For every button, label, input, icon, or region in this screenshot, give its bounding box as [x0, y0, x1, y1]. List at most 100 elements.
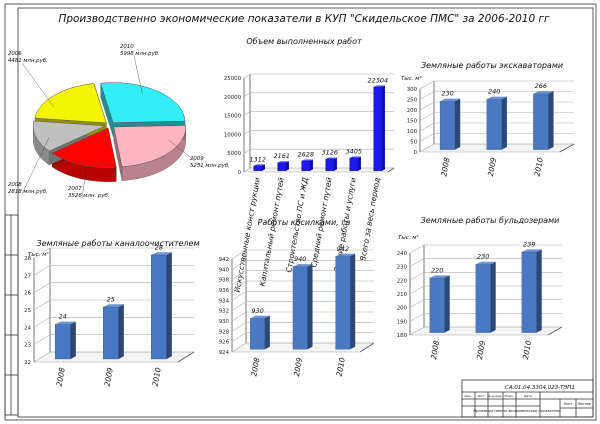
y-tick-label: 0 [238, 170, 242, 176]
sheet-inner-frame [17, 7, 594, 418]
grid-diag [33, 299, 51, 311]
data-label-Строительство ПС и ЖД: 2628 [298, 150, 315, 158]
pie-label-2010-1: 5998 млн.руб. [120, 51, 160, 57]
bar-2008 [250, 318, 265, 350]
data-label-2009: 25 [107, 295, 115, 303]
y-tick-label: 926 [219, 340, 230, 346]
y-tick-label: 50 [410, 140, 417, 146]
bar-2008 [54, 324, 71, 360]
y-tick-label: 300 [407, 87, 418, 93]
pie-label-2007-1: 3526 млн. руб. [68, 193, 110, 199]
chart-title: Работы косилками, га [258, 218, 351, 227]
bar-side-Прочие работы и услуги [358, 156, 361, 171]
bar-2009 [486, 99, 502, 150]
y-tick-label: 924 [219, 350, 230, 356]
x-axis-end [547, 326, 563, 336]
bar-side-2010 [166, 252, 172, 359]
bar-side-Всего за весь период [382, 85, 385, 171]
y-tick-label: 25 [24, 308, 31, 314]
grid-diag [231, 301, 247, 311]
bar-top-Средний ремонт путей [325, 157, 337, 160]
x-label-2008: 2008 [249, 357, 261, 378]
pie-label-2008-0: 2008 [8, 182, 22, 188]
bar-top-2008 [429, 275, 450, 278]
stamp-name: Производственно-экономические показатели [474, 409, 562, 413]
grid-diag [419, 112, 435, 121]
bar-top-2010 [151, 252, 172, 255]
bar-top-2008 [440, 98, 461, 102]
bar-side-2009 [490, 261, 496, 333]
bar-side-Искусственные конст рукции [262, 164, 265, 171]
y-tick-label: 23 [24, 343, 31, 349]
volume-bar-chart: 0 5000 10000 15000 20000 25000 1312 Искусственн… [224, 37, 395, 293]
mowing-chart: 924 926 928 930 932 934 936 938 940 942 930 2008 940… [219, 218, 375, 378]
data-label-Капитальный ремонт путей: 2161 [274, 152, 291, 160]
bar-Капитальный ремонт путей [277, 162, 287, 171]
grid-diag [231, 280, 247, 291]
x-label-2008: 2008 [55, 367, 67, 388]
bar-2010 [150, 254, 167, 360]
grid-diag [33, 334, 51, 345]
stamp-col-1: Лист [477, 394, 485, 398]
y-tick-label: 940 [219, 267, 230, 273]
grid-diag [419, 133, 435, 142]
bar-top-Капитальный ремонт путей [277, 161, 289, 163]
y-tick-label: 934 [219, 298, 230, 304]
y-tick-label: 26 [24, 291, 31, 297]
x-label-2008: 2008 [439, 157, 451, 178]
data-label-2010: 942 [337, 245, 349, 253]
bar-top-2010 [521, 249, 542, 252]
x-axis-end [559, 143, 575, 153]
y-tick-label: 0 [414, 150, 418, 156]
unit-label: Тыс. м³ [28, 251, 49, 258]
trench-cleaner-chart: 22 23 24 25 26 27 28 24 2008 25 2009 28 2010 Земляные… [24, 239, 199, 387]
bar-side-2009 [118, 304, 124, 359]
grid-diag [409, 285, 425, 295]
bar-top-Всего за весь период [373, 85, 385, 87]
y-tick-label: 20000 [224, 95, 242, 101]
data-label-Всего за весь период: 22304 [367, 76, 388, 84]
grid-diag [243, 111, 251, 116]
y-tick-label: 250 [407, 98, 418, 104]
bar-top-2009 [486, 96, 507, 100]
grid-diag [231, 260, 247, 270]
bar-side-Средний ремонт путей [334, 157, 337, 171]
y-tick-label: 180 [397, 333, 408, 339]
x-label-2009: 2009 [103, 367, 115, 388]
grid-diag [33, 282, 51, 293]
bar-side-2008 [264, 315, 270, 350]
y-tick-label: 190 [397, 319, 408, 325]
title-block: СА.01.04.3304.023-ТЭП1 Изм. Лист № докум… [461, 379, 594, 418]
grid-diag [231, 342, 247, 353]
grid-diag [231, 322, 247, 332]
grid-diag [409, 244, 425, 254]
bar-2010 [335, 256, 351, 350]
data-label-2010: 266 [535, 82, 547, 90]
stamp-sheets: Листов [577, 402, 590, 406]
data-label-2010: 239 [523, 240, 535, 248]
data-label-2008: 220 [431, 266, 443, 274]
pie-leader-2007 [81, 158, 89, 199]
y-tick-label: 220 [397, 278, 408, 284]
x-label-2010: 2010 [151, 367, 163, 388]
pie-label-2008-1: 2818 млн.руб. [8, 189, 48, 195]
stamp-col-4: Дата [524, 394, 532, 398]
x-label-2008: 2008 [429, 340, 441, 361]
chart-title: Земляные работы бульдозерами [421, 216, 560, 225]
bar-side-2009 [307, 264, 313, 350]
bar-2009 [475, 264, 491, 333]
x-label-Искусственные конст рукции: Искусственные конст рукции [233, 177, 262, 293]
data-label-Средний ремонт путей: 3126 [322, 149, 339, 157]
bar-top-Искусственные конст рукции [253, 164, 265, 166]
grid-diag [409, 258, 425, 267]
bar-side-2009 [501, 96, 507, 150]
grid-diag [243, 92, 251, 98]
bar-2008 [429, 277, 445, 333]
x-label-2009: 2009 [475, 340, 487, 361]
data-label-2009: 940 [294, 255, 306, 263]
bar-top-2009 [292, 264, 313, 267]
binding-strip [4, 214, 19, 416]
bar-top-2010 [335, 253, 356, 257]
y-tick-label: 25000 [224, 76, 242, 82]
bar-side-2008 [444, 275, 450, 333]
